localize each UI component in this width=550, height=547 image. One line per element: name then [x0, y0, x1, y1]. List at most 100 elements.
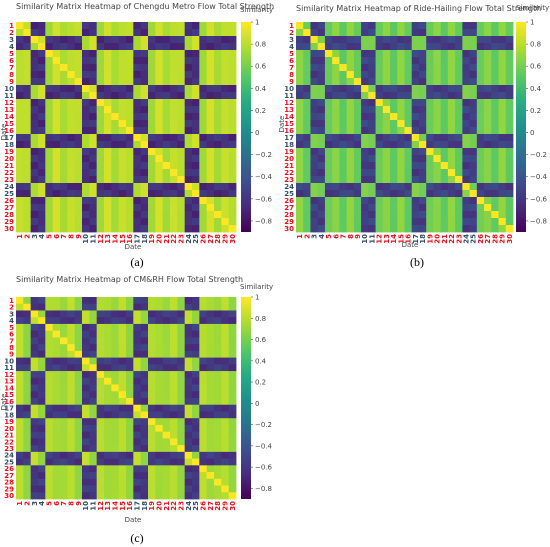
heatmap-cell [324, 127, 333, 135]
heatmap-cell [368, 225, 376, 233]
heatmap-cell [67, 458, 76, 466]
heatmap-cell [162, 350, 171, 358]
heatmap-cell [353, 218, 362, 226]
heatmap-cell [346, 190, 355, 198]
heatmap-cell [177, 438, 186, 446]
heatmap-cell [60, 458, 68, 466]
heatmap-cell [82, 310, 90, 318]
heatmap-cell [60, 424, 68, 433]
heatmap-cell [126, 458, 134, 466]
heatmap-cell [45, 190, 54, 198]
heatmap-cell [214, 50, 222, 58]
heatmap-cell [16, 465, 24, 473]
heatmap-cell [199, 418, 208, 426]
heatmap-cell [16, 120, 24, 128]
heatmap-cell [96, 50, 105, 58]
heatmap-cell [170, 218, 178, 226]
heatmap-cell [317, 204, 326, 212]
heatmap-cell [89, 29, 98, 37]
heatmap-cell [214, 424, 222, 433]
heatmap-cell [148, 92, 156, 100]
heatmap-cell [192, 78, 200, 86]
heatmap-cell [192, 169, 200, 177]
heatmap-cell [67, 155, 76, 163]
heatmap-cell [498, 106, 507, 114]
heatmap-cell [177, 162, 186, 170]
heatmap-cell [418, 155, 427, 163]
heatmap-cell [390, 113, 398, 121]
heatmap-cell [148, 36, 156, 44]
heatmap-cell [498, 99, 507, 107]
y-tick-label: 7 [289, 64, 294, 72]
heatmap-cell [455, 85, 463, 93]
heatmap-cell [155, 29, 164, 37]
heatmap-cell [469, 169, 478, 177]
heatmap-cell [177, 127, 186, 135]
heatmap-cell [214, 492, 222, 500]
heatmap-cell [221, 120, 230, 128]
heatmap-cell [140, 92, 149, 100]
heatmap-cell [126, 330, 134, 338]
heatmap-cell [104, 218, 112, 226]
heatmap-cell [155, 225, 164, 233]
heatmap-cell [332, 113, 340, 121]
x-tick-label: 16 [126, 234, 134, 244]
heatmap-cell [38, 64, 46, 72]
heatmap-cell [170, 162, 178, 170]
heatmap-cell [462, 176, 470, 184]
heatmap-cell [382, 162, 391, 170]
heatmap-cell [23, 478, 32, 486]
heatmap-cell [118, 43, 127, 51]
heatmap-cell [397, 106, 405, 114]
heatmap-cell [82, 350, 90, 358]
heatmap-cell [361, 204, 369, 212]
heatmap-cell [74, 204, 83, 212]
heatmap-cell [418, 197, 427, 205]
heatmap-cell [303, 113, 311, 121]
heatmap-cell [324, 85, 333, 93]
heatmap-cell [228, 22, 237, 30]
heatmap-cell [184, 478, 193, 486]
heatmap-cell [411, 197, 420, 205]
heatmap-cell [317, 36, 326, 44]
heatmap-cell [491, 22, 499, 30]
heatmap-cell [484, 169, 492, 177]
heatmap-cell [303, 57, 311, 65]
heatmap-cell [177, 404, 186, 412]
heatmap-cell [96, 357, 105, 365]
heatmap-cell [30, 141, 39, 149]
heatmap-cell [221, 148, 230, 156]
heatmap-cell [126, 127, 134, 135]
heatmap-cell [148, 458, 156, 466]
heatmap-cell [162, 29, 171, 37]
heatmap-cell [133, 92, 142, 100]
heatmap-cell [228, 472, 237, 480]
heatmap-cell [60, 391, 68, 399]
heatmap-cell [184, 297, 193, 305]
heatmap-cell [221, 141, 230, 149]
heatmap-cell [89, 350, 98, 358]
heatmap-cell [155, 162, 164, 170]
heatmap-cell [162, 472, 171, 480]
heatmap-cell [82, 190, 90, 198]
heatmap-cell [96, 424, 105, 433]
heatmap-cell [440, 85, 449, 93]
y-tick-label: 17 [4, 134, 14, 142]
heatmap-cell [397, 155, 405, 163]
heatmap-cell [303, 92, 311, 100]
heatmap-cell [469, 141, 478, 149]
heatmap-cell [162, 99, 171, 107]
heatmap-cell [118, 148, 127, 156]
heatmap-cell [476, 113, 485, 121]
heatmap-cell [67, 71, 76, 79]
heatmap-cell [447, 106, 456, 114]
heatmap-cell [382, 218, 391, 226]
heatmap-cell [382, 71, 391, 79]
heatmap-cell [170, 183, 178, 191]
heatmap-cell [418, 169, 427, 177]
heatmap-cell [324, 22, 333, 30]
heatmap-cell [96, 218, 105, 226]
heatmap-cell [23, 492, 32, 500]
heatmap-cell [16, 438, 24, 446]
heatmap-cell [346, 155, 355, 163]
